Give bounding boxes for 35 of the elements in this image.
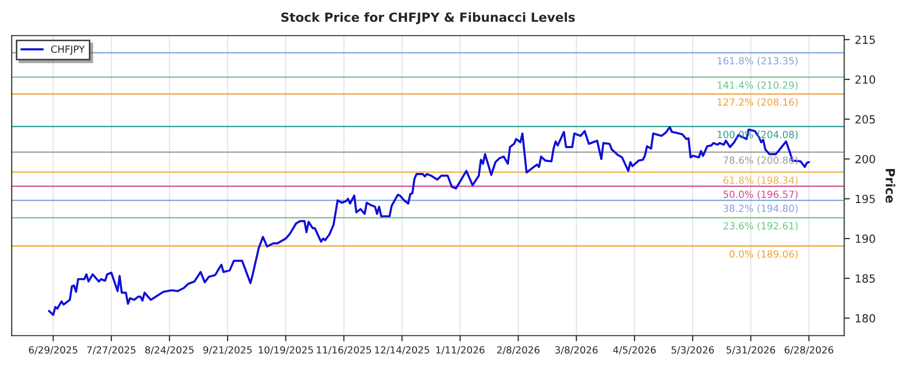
x-tick-label: 6/29/2025 — [28, 346, 78, 354]
line-series — [48, 126, 810, 316]
ref-line-label: 50.0% (196.57) — [724, 190, 798, 200]
y-axis-title: Price — [886, 169, 896, 203]
x-tick-label: 11/16/2025 — [316, 346, 372, 354]
x-tick-label: 5/3/2026 — [672, 346, 714, 354]
x-tick-label: 7/27/2025 — [87, 346, 136, 354]
ref-line-label: 161.8% (213.35) — [718, 56, 798, 66]
ref-line-label: 0.0% (189.06) — [730, 250, 798, 259]
y-tick-label: 195 — [856, 194, 875, 204]
y-tick-label: 180 — [856, 314, 876, 322]
ref-line-label: 78.6% (200.86) — [724, 156, 798, 165]
y-tick-label: 185 — [856, 274, 875, 283]
ref-line-label: 38.2% (194.80) — [724, 204, 798, 214]
x-tick-label: 5/31/2026 — [726, 346, 776, 354]
ref-line-label: 127.2% (208.16) — [718, 98, 798, 107]
chart-title: Stock Price for CHFJPY & Fibunacci Levels — [281, 12, 575, 24]
x-tick-label: 3/8/2026 — [555, 346, 598, 354]
ref-line-label: 61.8% (198.34) — [724, 176, 798, 186]
x-tick-label: 2/8/2026 — [497, 346, 540, 354]
y-tick-label: 210 — [855, 75, 876, 84]
y-tick-label: 200 — [855, 154, 876, 164]
x-tick-label: 1/11/2026 — [436, 346, 484, 354]
ref-line-label: 141.4% (210.29) — [718, 81, 798, 90]
x-tick-label: 9/21/2025 — [203, 346, 252, 354]
x-tick-label: 8/24/2025 — [145, 346, 194, 354]
x-tick-label: 6/28/2026 — [784, 346, 834, 354]
x-tick-label: 10/19/2025 — [258, 346, 313, 354]
legend-label: CHFJPY — [51, 46, 85, 55]
y-tick-label: 190 — [856, 234, 876, 243]
ref-line-label: 23.6% (192.61) — [724, 222, 798, 231]
y-tick-label: 215 — [855, 36, 875, 44]
x-tick-label: 12/14/2025 — [375, 346, 430, 354]
x-tick-label: 4/5/2026 — [613, 346, 656, 354]
y-tick-label: 205 — [855, 115, 875, 124]
